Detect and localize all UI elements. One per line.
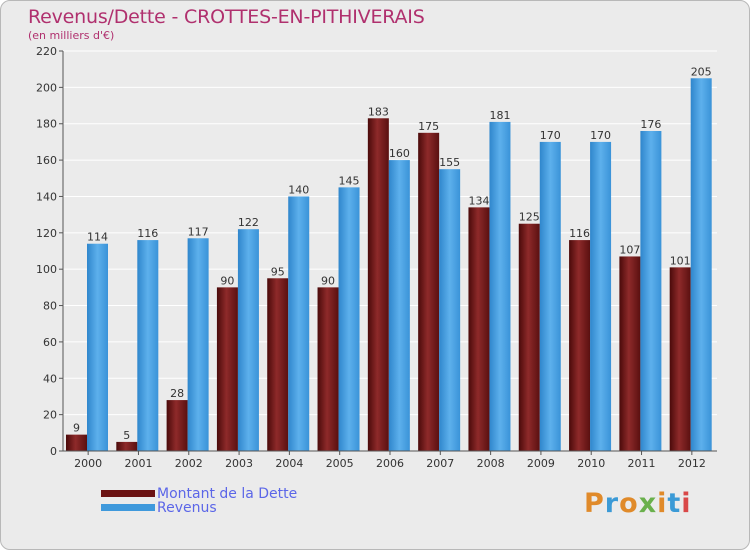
logo-letter: x [638, 488, 658, 519]
proxiti-logo: Proxiti [584, 488, 692, 519]
label-dette-2000: 9 [73, 422, 80, 435]
x-tick-label: 2001 [124, 457, 152, 470]
bar-dette-2011 [619, 256, 641, 451]
bar-revenus-2002 [187, 238, 209, 451]
y-tick-label: 160 [36, 154, 57, 167]
label-revenus-2001: 116 [137, 227, 158, 240]
label-revenus-2005: 145 [339, 174, 360, 187]
label-revenus-2003: 122 [238, 216, 259, 229]
bar-dette-2003 [216, 287, 238, 451]
x-tick-label: 2006 [376, 457, 404, 470]
bar-revenus-2010 [590, 141, 612, 451]
label-revenus-2011: 176 [640, 118, 661, 131]
x-tick-label: 2002 [175, 457, 203, 470]
label-dette-2007: 175 [418, 120, 439, 133]
bar-revenus-2001 [137, 240, 159, 451]
axes: 0 20 40 60 80 100 120 140 160 180 200 220 2000 2001 20… [36, 45, 717, 470]
y-tick-label: 200 [36, 81, 57, 94]
x-tick-label: 2012 [678, 457, 706, 470]
label-dette-2004: 95 [271, 265, 285, 278]
y-tick-label: 40 [43, 372, 57, 385]
x-tick-label: 2007 [426, 457, 454, 470]
x-tick-label: 2009 [527, 457, 555, 470]
bar-revenus-2007 [439, 169, 461, 451]
x-tick-label: 2004 [275, 457, 303, 470]
y-tick-label: 220 [36, 45, 57, 58]
bar-revenus-2011 [640, 131, 662, 451]
bar-dette-2001 [116, 441, 138, 451]
bar-dette-2010 [569, 240, 591, 451]
label-revenus-2006: 160 [389, 147, 410, 160]
chart-title: Revenus/Dette - CROTTES-EN-PITHIVERAIS [28, 6, 425, 28]
label-revenus-2004: 140 [288, 183, 309, 196]
label-revenus-2009: 170 [540, 129, 561, 142]
legend-label-dette: Montant de la Dette [157, 486, 298, 502]
bar-dette-2009 [518, 223, 540, 451]
y-tick-label: 80 [43, 300, 57, 313]
label-dette-2003: 90 [220, 274, 234, 287]
logo-letter: o [619, 488, 639, 519]
y-tick-label: 0 [50, 445, 57, 458]
label-revenus-2010: 170 [590, 129, 611, 142]
label-dette-2010: 116 [569, 227, 590, 240]
logo-letter: P [584, 488, 605, 519]
bar-revenus-2003 [237, 229, 259, 451]
bar-dette-2004 [267, 278, 289, 451]
y-tick-label: 60 [43, 336, 57, 349]
x-tick-label: 2005 [326, 457, 354, 470]
bar-revenus-2009 [539, 141, 561, 451]
label-dette-2002: 28 [170, 387, 184, 400]
x-tick-label: 2011 [628, 457, 656, 470]
label-revenus-2000: 114 [87, 231, 108, 244]
bar-dette-2002 [166, 400, 188, 451]
label-dette-2001: 5 [123, 429, 130, 442]
legend-label-revenus: Revenus [157, 500, 217, 516]
bar-dette-2012 [669, 267, 691, 451]
chart-subtitle: (en milliers d'€) [28, 29, 115, 42]
label-dette-2011: 107 [619, 243, 640, 256]
bar-revenus-2012 [690, 78, 712, 451]
label-dette-2009: 125 [519, 211, 540, 224]
label-revenus-2002: 117 [188, 225, 209, 238]
bar-dette-2006 [367, 118, 389, 451]
x-tick-label: 2003 [225, 457, 253, 470]
label-dette-2006: 183 [368, 105, 389, 118]
label-revenus-2008: 181 [489, 109, 510, 122]
y-tick-label: 180 [36, 118, 57, 131]
label-dette-2008: 134 [468, 194, 489, 207]
legend-swatch-revenus [101, 504, 155, 511]
bar-dette-2000 [66, 434, 87, 451]
bar-revenus-2000 [87, 243, 108, 451]
bar-dette-2005 [317, 287, 339, 451]
x-tick-label: 2010 [577, 457, 605, 470]
bar-revenus-2006 [388, 160, 410, 451]
label-revenus-2012: 205 [691, 65, 712, 78]
bar-dette-2007 [418, 132, 440, 451]
logo-letter: i [681, 488, 692, 519]
y-tick-label: 140 [36, 190, 57, 203]
bar-revenus-2008 [489, 121, 511, 451]
label-dette-2012: 101 [670, 254, 691, 267]
y-tick-label: 20 [43, 409, 57, 422]
logo-letter: r [604, 488, 620, 519]
label-revenus-2007: 155 [439, 156, 460, 169]
bar-revenus-2005 [338, 187, 360, 451]
logo-letter: i [657, 488, 668, 519]
bar-dette-2008 [468, 207, 490, 451]
x-tick-label: 2008 [477, 457, 505, 470]
bar-revenus-2004 [288, 196, 310, 451]
legend-swatch-dette [101, 490, 155, 497]
x-tick-label: 2000 [74, 457, 102, 470]
y-tick-label: 120 [36, 227, 57, 240]
label-dette-2005: 90 [321, 274, 335, 287]
bars: 9 114 5 116 28 117 90 122 95 140 90 145 183 160 175 155… [66, 65, 712, 451]
logo-letter: t [667, 488, 682, 519]
y-tick-label: 100 [36, 263, 57, 276]
